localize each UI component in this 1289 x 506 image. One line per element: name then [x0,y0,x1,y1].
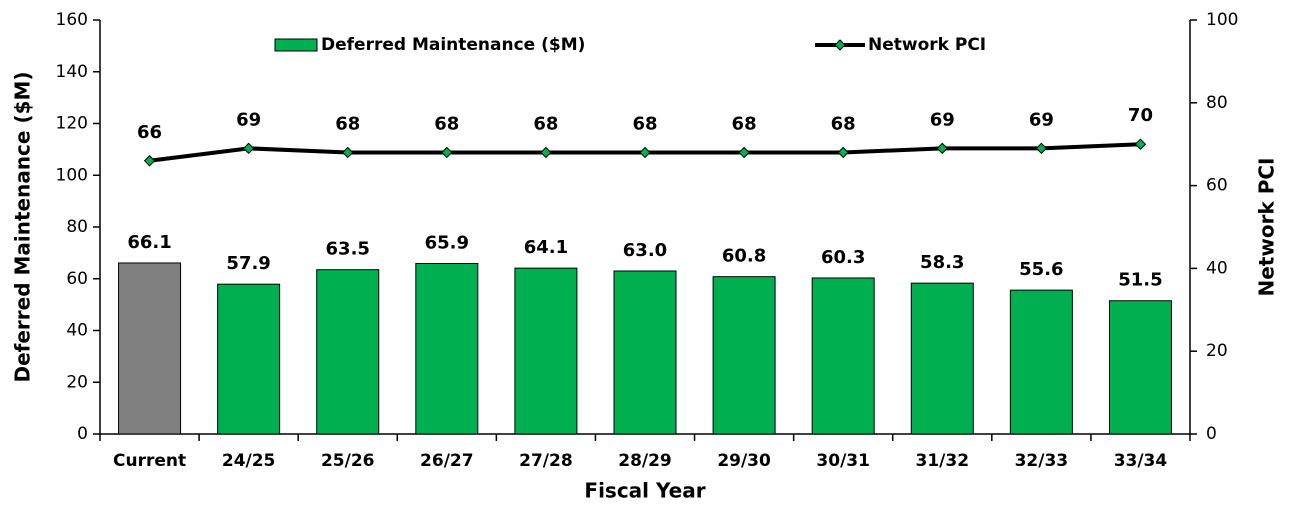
bar [1009,289,1073,435]
x-axis-title: Fiscal Year [584,479,705,503]
bar-label: 66.1 [127,232,171,253]
y2-axis-title: Network PCI [1255,158,1279,297]
bar-label: 64.1 [524,237,568,258]
line-marker [540,146,552,159]
legend-label: Deferred Maintenance ($M) [321,35,585,55]
y2-tick-label: 0 [1206,424,1217,444]
x-tick-label: 28/29 [618,451,672,471]
y2-tick-label: 40 [1206,258,1228,278]
bar [1108,300,1172,435]
line-label: 68 [335,113,360,134]
line-marker [342,146,354,159]
y-tick-label: 20 [66,372,88,392]
x-tick-label: Current [113,451,186,471]
x-tick-label: 33/34 [1114,451,1168,471]
y2-tick-label: 60 [1206,176,1228,196]
y-tick-label: 40 [66,321,88,341]
legend-swatch [274,38,318,52]
x-tick-label: 29/30 [717,451,771,471]
line-label: 68 [434,113,459,134]
line-label: 66 [137,122,162,143]
line-label: 69 [236,109,261,130]
y-tick-label: 120 [56,114,88,134]
line-label: 68 [831,113,856,134]
bar-label: 63.5 [326,239,370,260]
bar-label: 65.9 [425,232,469,253]
bar [514,267,578,435]
x-tick-label: 30/31 [816,451,870,471]
bar [910,282,974,435]
x-tick-label: 26/27 [420,451,474,471]
bar [712,276,776,435]
bar [811,277,875,435]
y-tick-label: 60 [66,269,88,289]
x-tick-label: 27/28 [519,451,573,471]
bar-label: 55.6 [1019,259,1063,280]
bar [217,283,281,435]
line-label: 70 [1128,105,1153,126]
bar-label: 60.8 [722,246,766,267]
bar-label: 58.3 [920,252,964,273]
line-marker [1035,142,1048,155]
bar-label: 57.9 [226,253,270,274]
y-tick-label: 160 [56,10,88,30]
line-label: 69 [930,109,955,130]
line-marker [1134,138,1147,150]
legend-marker [834,39,846,51]
bar [118,262,182,435]
bar [613,270,677,435]
line-marker [738,146,750,159]
line-marker [837,146,849,159]
y-tick-label: 0 [77,424,88,444]
y-tick-label: 100 [56,165,88,185]
line-marker [143,155,156,167]
y2-tick-label: 100 [1206,10,1238,30]
line-label: 68 [632,113,657,134]
bar [316,269,380,435]
x-tick-label: 32/33 [1015,451,1069,471]
y2-tick-label: 20 [1206,341,1228,361]
line-marker [242,142,255,155]
line-marker [441,146,453,159]
x-tick-label: 25/26 [321,451,375,471]
line-label: 68 [732,113,757,134]
legend-label: Network PCI [868,35,986,55]
line-label: 69 [1029,109,1054,130]
bar-label: 63.0 [623,240,667,261]
y2-tick-label: 80 [1206,93,1228,113]
y-axis-title: Deferred Maintenance ($M) [11,71,35,382]
bar [415,262,479,435]
line-label: 68 [533,113,558,134]
line-marker [639,146,651,159]
bar-label: 60.3 [821,247,865,268]
bar-label: 51.5 [1118,270,1162,291]
y-tick-label: 140 [56,62,88,82]
x-tick-label: 24/25 [222,451,276,471]
x-tick-label: 31/32 [916,451,970,471]
y-tick-label: 80 [66,217,88,237]
line-marker [936,142,948,155]
